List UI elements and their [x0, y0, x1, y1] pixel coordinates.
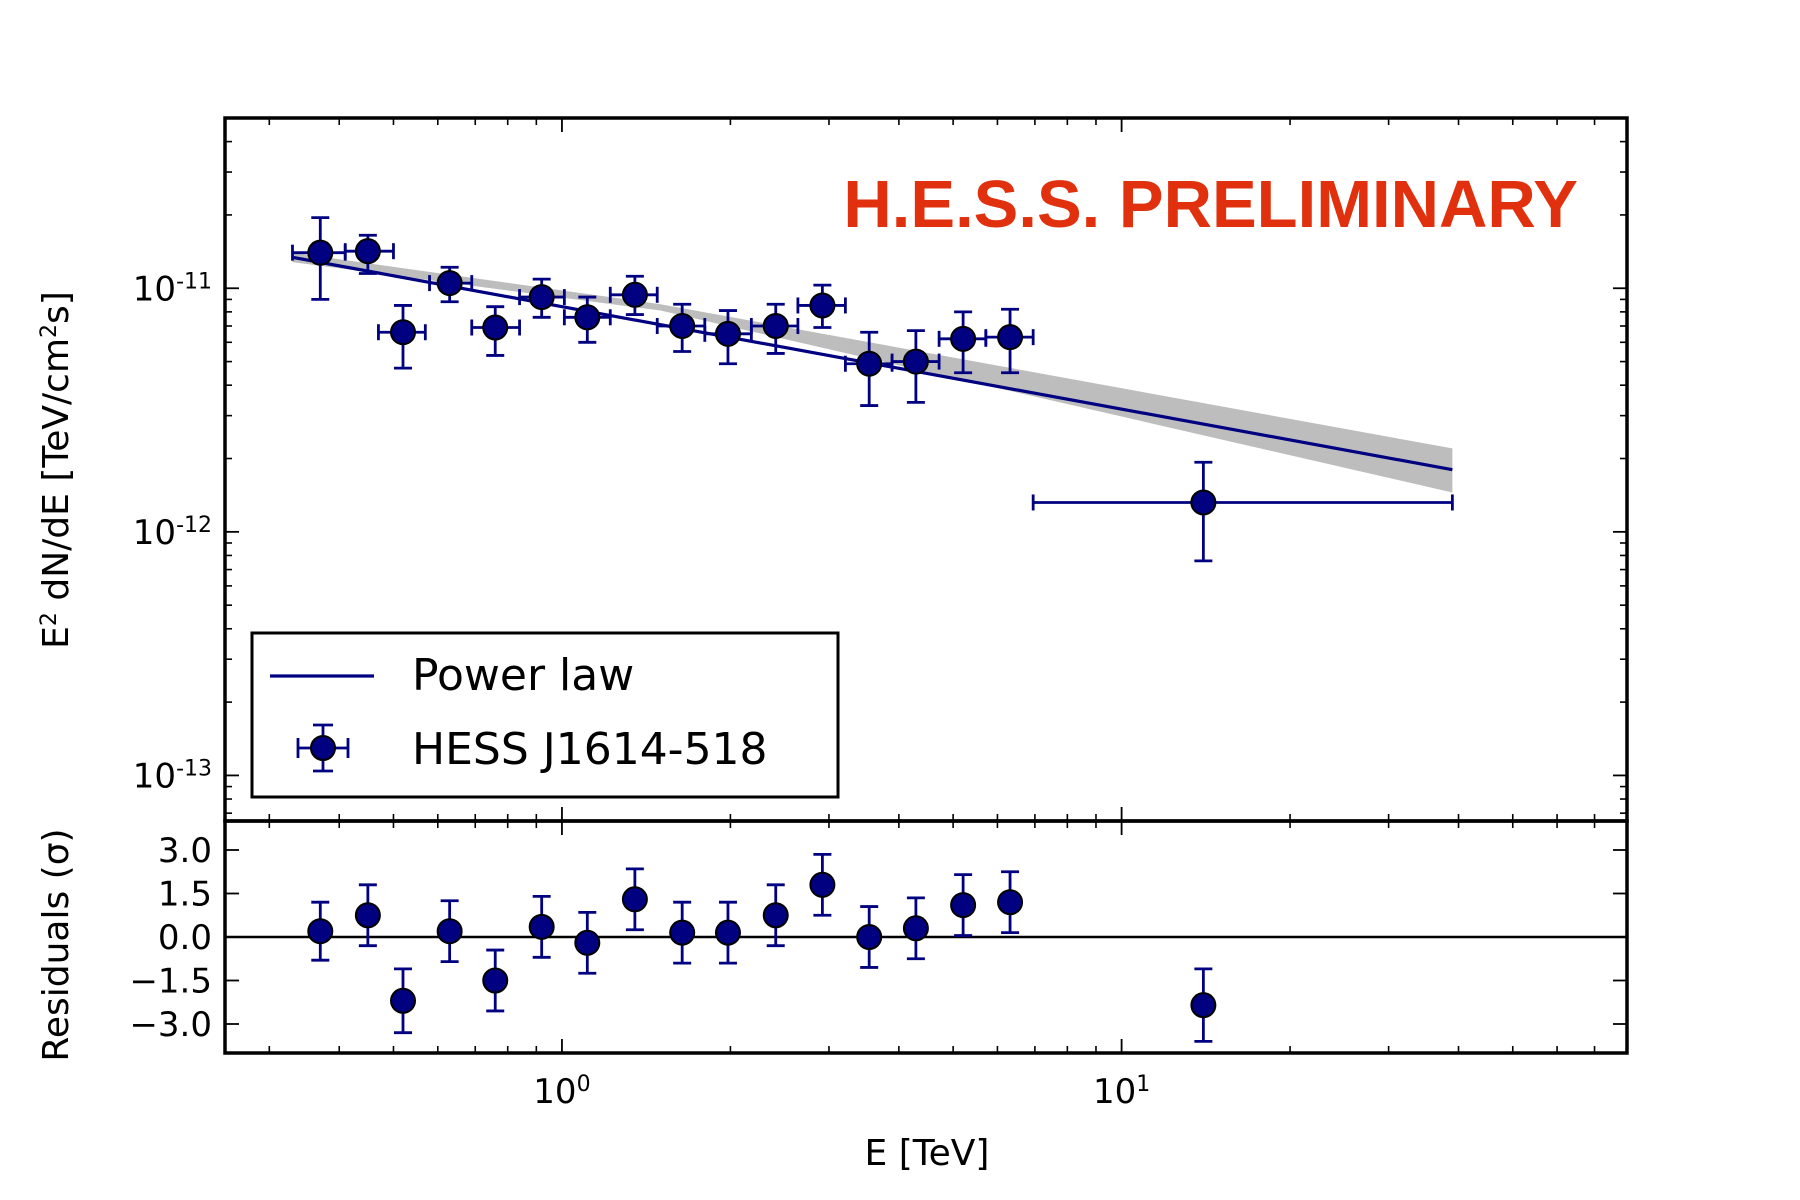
- data-point: [562, 295, 612, 344]
- residual-point: [482, 948, 509, 1013]
- residual-marker: [528, 913, 555, 940]
- data-marker: [482, 314, 509, 341]
- residual-marker: [902, 915, 929, 942]
- residual-marker: [621, 886, 648, 913]
- data-point: [291, 216, 347, 301]
- x-tick-label: 100: [533, 1072, 590, 1113]
- data-point: [890, 329, 941, 404]
- residual-point: [390, 967, 417, 1035]
- residual-point: [621, 867, 648, 932]
- residual-point: [714, 900, 741, 965]
- data-marker: [997, 324, 1024, 351]
- data-point: [844, 330, 894, 407]
- legend-power-law-label: Power law: [412, 650, 634, 701]
- data-marker: [1190, 489, 1217, 516]
- residual-point: [902, 896, 929, 961]
- data-marker: [574, 304, 601, 331]
- residual-marker: [390, 987, 417, 1014]
- data-point: [428, 265, 474, 304]
- data-point: [470, 305, 521, 357]
- data-point: [749, 302, 800, 355]
- data-point: [518, 277, 566, 319]
- data-marker: [307, 239, 334, 266]
- residual-marker: [482, 967, 509, 994]
- residual-marker: [436, 918, 463, 945]
- preliminary-watermark: H.E.S.S. PRELIMINARY: [843, 167, 1578, 242]
- data-marker: [714, 320, 741, 347]
- residual-point: [950, 873, 977, 937]
- data-point: [343, 233, 395, 275]
- y-tick-label: 10-12: [133, 512, 212, 553]
- data-point: [796, 283, 847, 329]
- data-marker: [950, 325, 977, 352]
- data-point: [377, 304, 427, 370]
- legend-frame: [250, 631, 840, 799]
- axis-ticks: 100 101 10-11 10-12 10-13 3.01.50.0−1.5−3.0: [129, 116, 1629, 1113]
- legend-series-label: HESS J1614-518: [412, 724, 768, 775]
- residual-point: [528, 895, 555, 959]
- residual-y-tick-label: 1.5: [158, 875, 212, 915]
- residual-marker: [714, 919, 741, 946]
- fit-error-band: [292, 252, 1453, 493]
- residual-marker: [307, 918, 334, 945]
- data-marker: [354, 238, 381, 265]
- x-tick-label: 101: [1093, 1072, 1150, 1113]
- residual-point: [307, 900, 334, 962]
- residual-point: [997, 870, 1024, 935]
- data-marker: [390, 319, 417, 346]
- data-marker: [528, 284, 555, 311]
- spectrum-panel: [291, 216, 1454, 563]
- residual-marker: [669, 919, 696, 946]
- legend: Power law HESS J1614-518: [250, 631, 840, 799]
- y-axis-label-top: E2 dN/dE [TeV/cm2s]: [36, 291, 77, 649]
- residual-y-tick-label: 0.0: [158, 918, 212, 958]
- residuals-panel: [225, 852, 1627, 1043]
- residual-marker: [574, 929, 601, 956]
- residual-point: [762, 883, 789, 948]
- data-marker: [436, 270, 463, 297]
- data-marker: [902, 348, 929, 375]
- residual-point: [574, 910, 601, 975]
- residual-y-tick-label: −3.0: [129, 1005, 212, 1045]
- x-axis-label: E [TeV]: [865, 1133, 990, 1174]
- y-tick-label: 10-13: [133, 756, 212, 797]
- residual-marker: [997, 889, 1024, 916]
- residual-marker: [354, 902, 381, 929]
- residuals-axes-frame: [223, 819, 1629, 1055]
- data-marker: [856, 350, 883, 377]
- residual-marker: [762, 902, 789, 929]
- data-point: [937, 310, 988, 375]
- residual-marker: [950, 892, 977, 919]
- residual-point: [1190, 967, 1217, 1043]
- residual-marker: [809, 871, 836, 898]
- data-marker: [762, 312, 789, 339]
- residual-point: [354, 883, 381, 948]
- data-marker: [669, 312, 696, 339]
- residual-marker: [856, 924, 883, 950]
- residual-point: [856, 905, 883, 969]
- residual-y-tick-label: −1.5: [129, 962, 212, 1002]
- data-point: [608, 274, 659, 316]
- residual-point: [809, 852, 836, 917]
- data-marker: [809, 292, 836, 319]
- y-tick-label: 10-11: [133, 269, 212, 310]
- data-point: [984, 307, 1035, 375]
- residual-y-tick-label: 3.0: [158, 831, 212, 871]
- y-axis-label-residuals: Residuals (σ): [36, 828, 77, 1061]
- data-point: [1031, 460, 1454, 563]
- legend-marker-swatch: [296, 723, 350, 773]
- residual-point: [669, 900, 696, 965]
- residual-point: [436, 899, 463, 964]
- residual-marker: [1190, 992, 1217, 1019]
- data-marker: [621, 281, 648, 308]
